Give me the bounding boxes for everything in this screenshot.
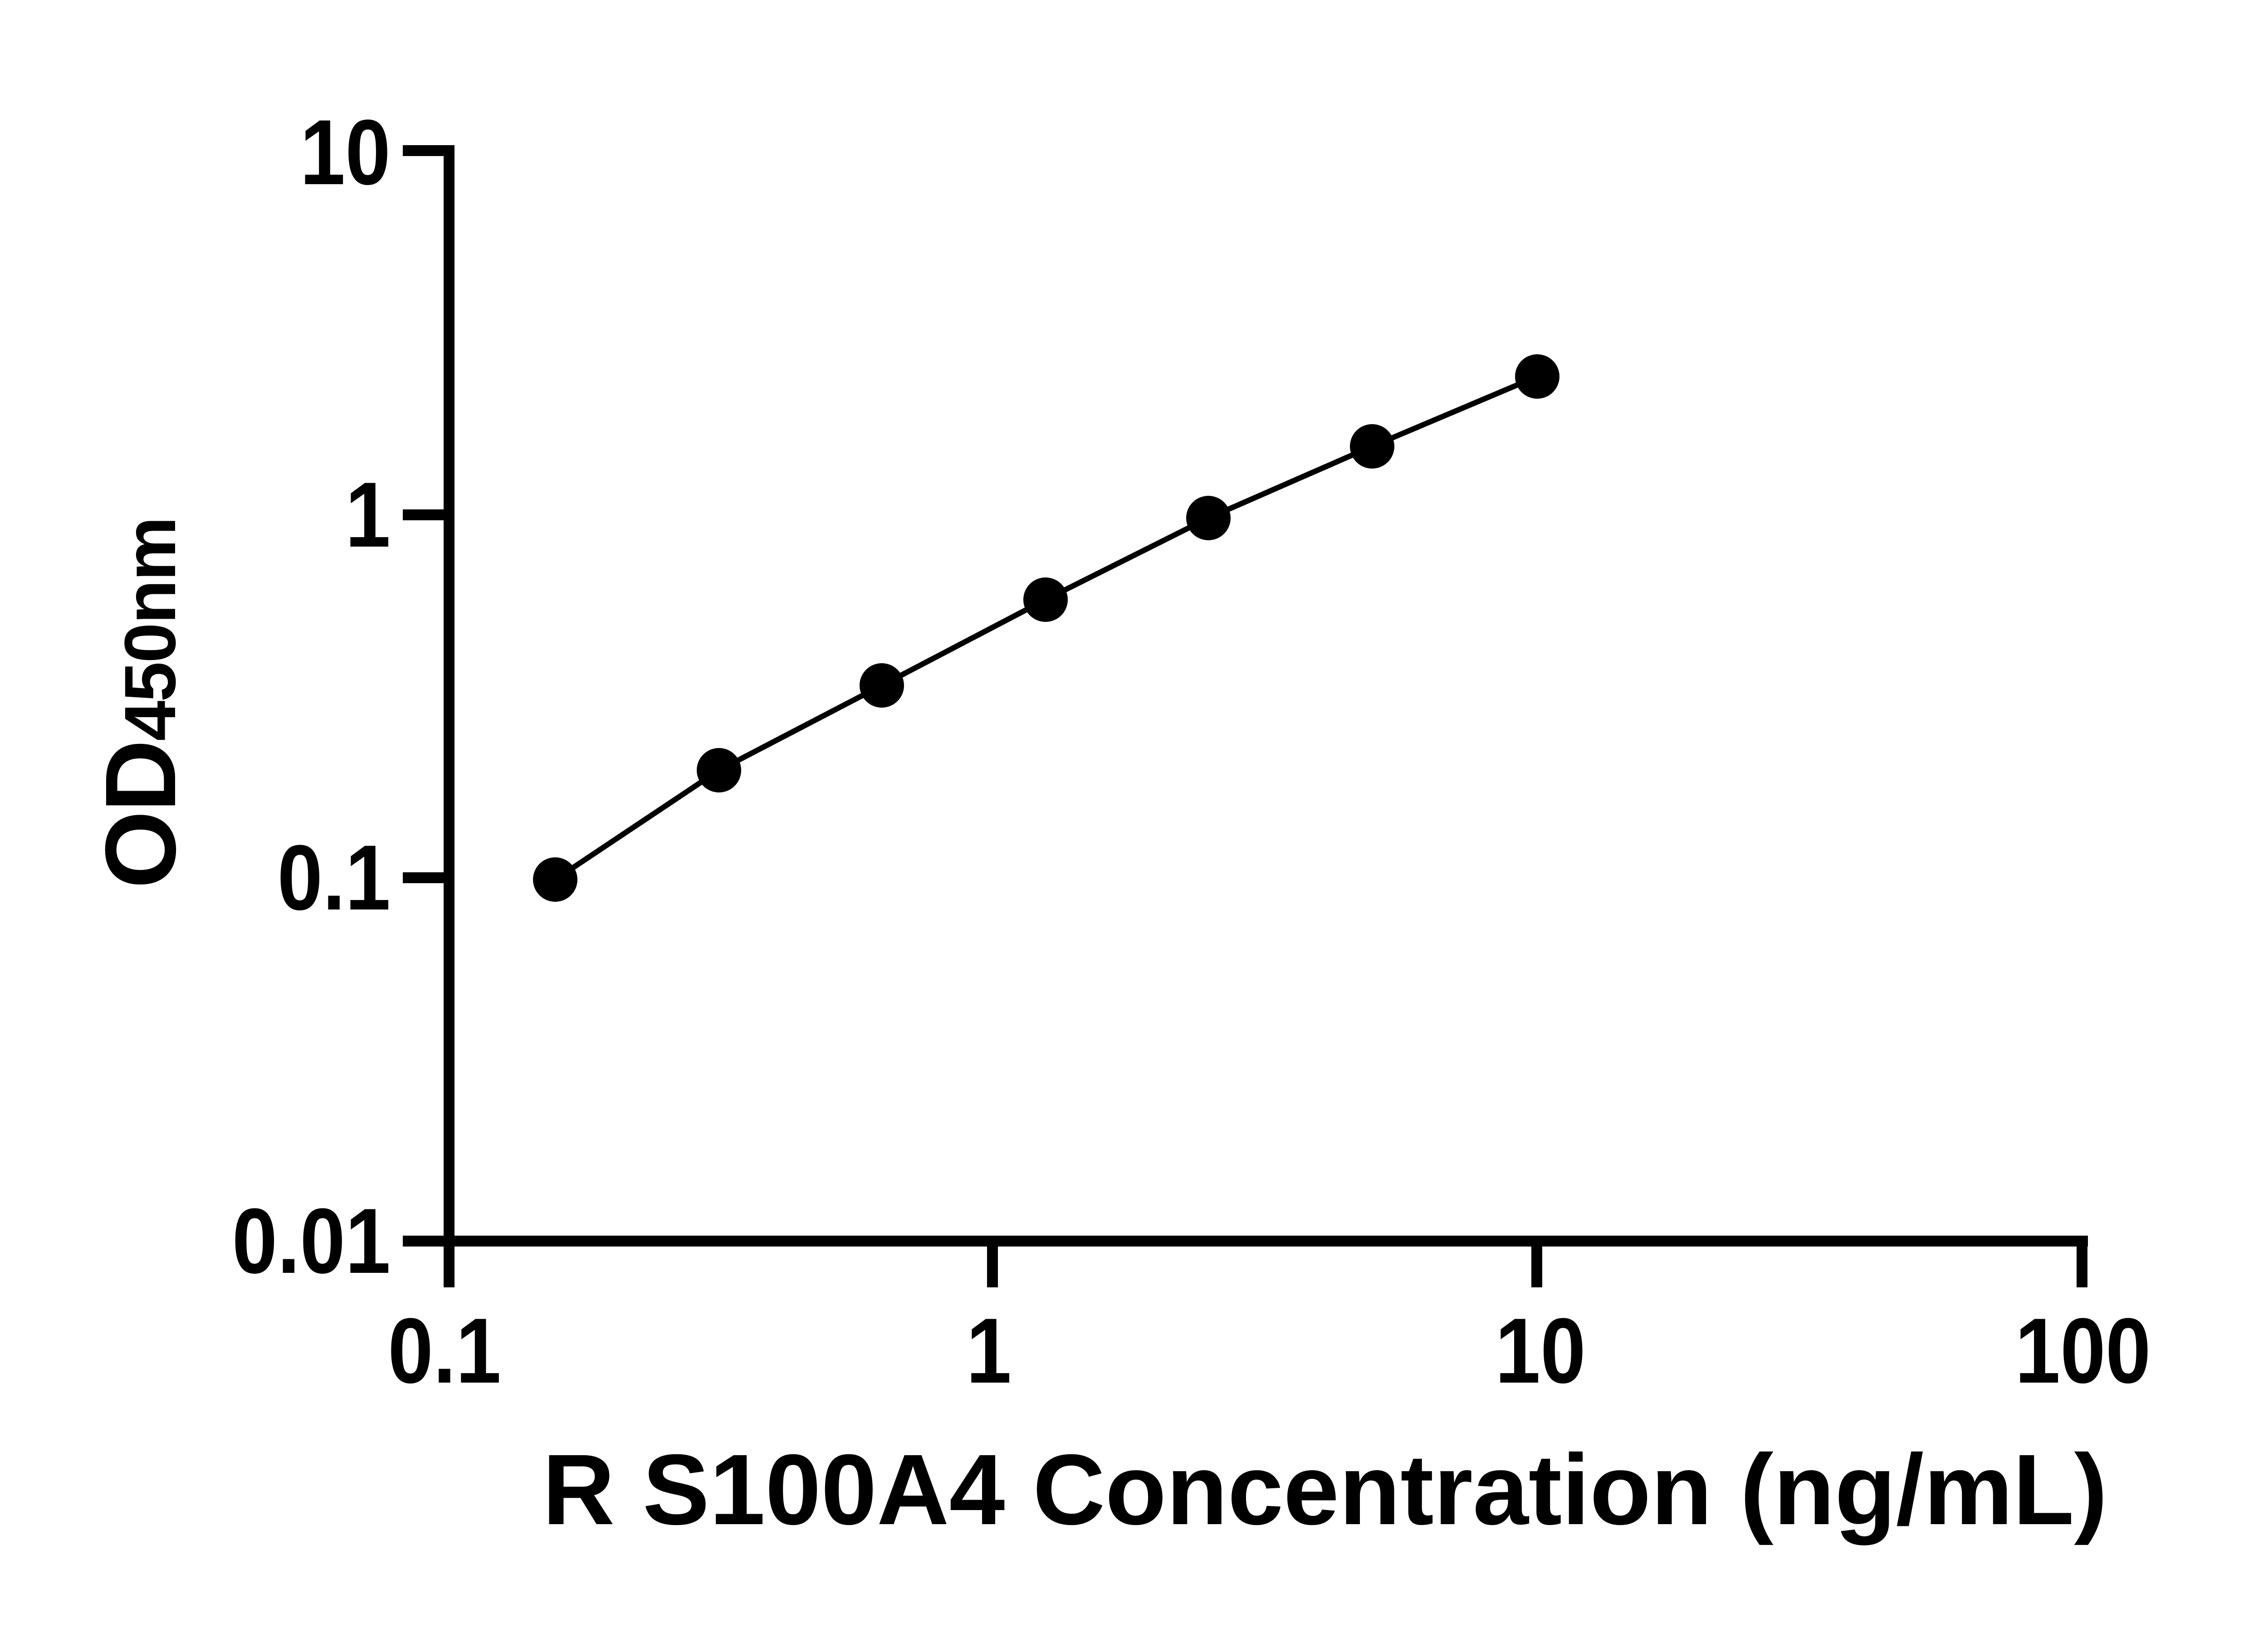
svg-text:10: 10 [1495, 1299, 1586, 1402]
svg-text:100: 100 [2015, 1299, 2151, 1402]
svg-text:10: 10 [300, 100, 391, 204]
svg-text:0.1: 0.1 [388, 1299, 501, 1402]
svg-text:1: 1 [345, 463, 391, 566]
svg-text:0.01: 0.01 [232, 1189, 391, 1292]
svg-text:0.1: 0.1 [277, 826, 391, 929]
svg-text:1: 1 [966, 1299, 1012, 1402]
svg-text:R S100A4 Concentration (ng/mL): R S100A4 Concentration (ng/mL) [543, 1433, 2107, 1545]
